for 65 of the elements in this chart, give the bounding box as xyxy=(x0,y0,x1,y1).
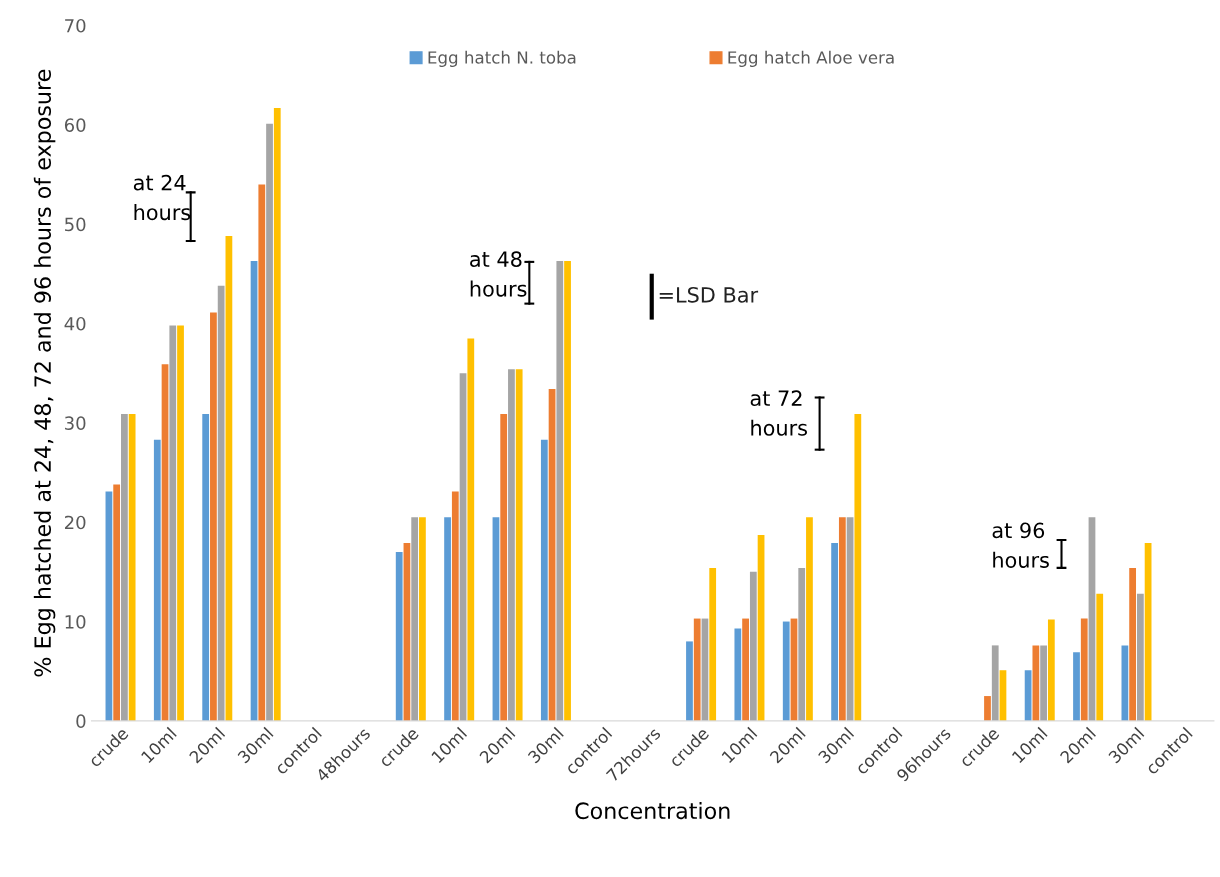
bar xyxy=(854,413,862,721)
bar xyxy=(984,696,991,721)
bar xyxy=(210,312,217,721)
bar xyxy=(1121,645,1129,721)
bar xyxy=(128,413,136,721)
bar xyxy=(515,369,523,721)
bar xyxy=(1047,619,1055,721)
bar xyxy=(806,517,813,721)
bar xyxy=(266,123,273,721)
bar xyxy=(411,517,419,721)
y-tick-label: 0 xyxy=(76,714,86,729)
bar xyxy=(1136,593,1144,721)
annotation: =LSD Bar xyxy=(659,286,759,303)
bar xyxy=(838,517,846,721)
bar xyxy=(564,260,571,721)
bar xyxy=(686,641,693,721)
bar xyxy=(451,491,459,721)
y-tick-label: 60 xyxy=(64,118,86,132)
bar xyxy=(556,260,564,721)
annotation: at 96 hours xyxy=(992,522,1049,568)
legend-label: Egg hatch N. toba xyxy=(428,50,576,67)
bar xyxy=(1096,593,1104,721)
bar xyxy=(693,618,701,721)
y-tick-label: 30 xyxy=(65,416,86,430)
bar xyxy=(153,439,161,721)
bar xyxy=(742,618,749,721)
bar xyxy=(1024,670,1032,721)
bar xyxy=(709,567,717,721)
bar xyxy=(1080,618,1088,721)
bar xyxy=(500,413,508,721)
y-axis-title: % Egg hatched at 24, 48, 72 and 96 hours of exposure xyxy=(33,69,56,677)
y-tick-label: 70 xyxy=(65,18,86,33)
bar xyxy=(831,543,838,721)
bar xyxy=(202,413,210,721)
bar xyxy=(273,107,281,721)
annotation: at 24 hours xyxy=(133,174,191,221)
bar xyxy=(217,285,225,721)
bar xyxy=(991,645,999,721)
bar xyxy=(444,517,451,721)
bar xyxy=(395,552,403,721)
bar xyxy=(749,571,757,721)
annotation: at 72 hours xyxy=(750,390,808,436)
y-tick-label: 20 xyxy=(64,515,86,530)
legend-label: Egg hatch Aloe vera xyxy=(728,50,894,67)
bar xyxy=(798,567,806,721)
x-axis-title: Concentration xyxy=(575,801,730,820)
bar xyxy=(734,628,742,721)
bar xyxy=(1032,645,1040,721)
bar xyxy=(113,484,121,721)
bar xyxy=(169,325,177,721)
bar xyxy=(177,325,184,721)
bar xyxy=(121,413,128,721)
y-tick-label: 50 xyxy=(65,217,86,232)
annotation: at 48 hours xyxy=(470,251,527,297)
bar xyxy=(782,621,790,721)
bar xyxy=(467,338,475,721)
y-tick-label: 10 xyxy=(65,615,86,629)
bar xyxy=(1129,567,1137,721)
bar xyxy=(540,439,548,721)
bar xyxy=(258,184,266,721)
y-tick-label: 40 xyxy=(64,316,86,331)
bar xyxy=(1073,652,1080,721)
bar xyxy=(1040,645,1047,721)
bar xyxy=(419,517,426,721)
bar xyxy=(508,369,515,721)
